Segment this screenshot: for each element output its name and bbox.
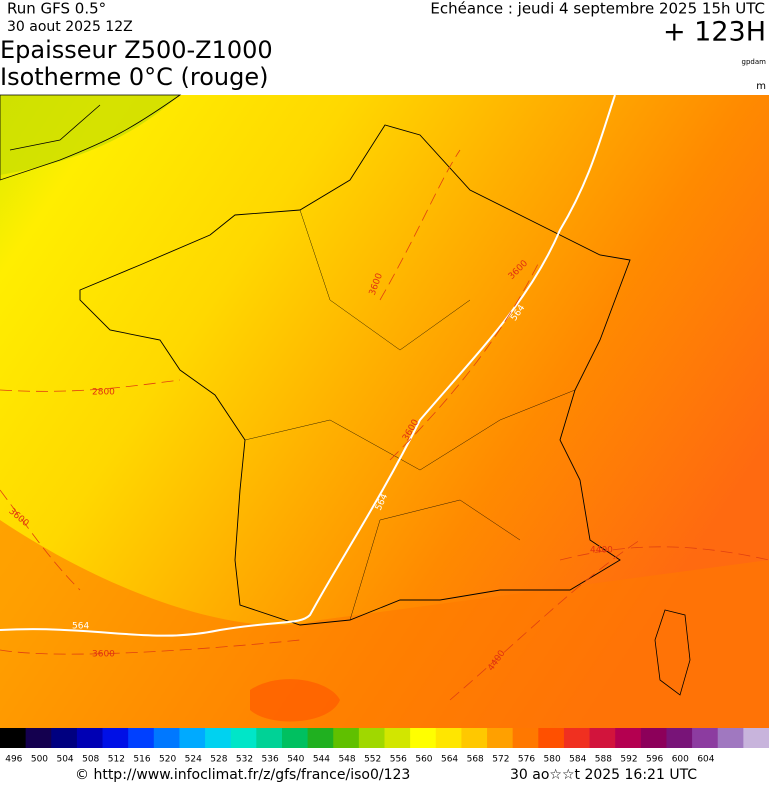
contour-label: 3600 — [92, 650, 115, 660]
colorbar-label: 544 — [313, 755, 330, 765]
colorbar-swatch — [563, 728, 591, 748]
colorbar-swatch — [333, 728, 360, 748]
colorbar-label: 524 — [185, 755, 202, 765]
colorbar: 496 500 504 508 512 516 520 524 528 532 536 540 544 5… — [0, 728, 769, 765]
colorbar-label: 536 — [262, 755, 279, 765]
colorbar-label: 576 — [518, 755, 535, 765]
run-label: Run GFS 0.5° — [7, 0, 106, 18]
colorbar-swatch — [410, 728, 437, 748]
colorbar-swatch — [743, 728, 769, 748]
colorbar-label: 512 — [108, 755, 125, 765]
colorbar-swatch — [51, 728, 78, 748]
colorbar-swatch — [230, 728, 257, 748]
colorbar-label: 588 — [595, 755, 612, 765]
colorbar-label: 516 — [133, 755, 150, 765]
colorbar-label: 568 — [467, 755, 484, 765]
colorbar-swatch — [205, 728, 232, 748]
colorbar-label: 564 — [441, 755, 458, 765]
colorbar-label: 500 — [31, 755, 48, 765]
colorbar-swatch — [589, 728, 616, 748]
colorbar-swatch — [358, 728, 385, 748]
colorbar-swatch — [692, 728, 719, 748]
colorbar-swatch — [256, 728, 283, 748]
colorbar-swatch — [281, 728, 309, 748]
timestamp: 30 ao☆☆t 2025 16:21 UTC — [510, 767, 697, 783]
title-thickness: Epaisseur Z500-Z1000 — [0, 36, 273, 64]
contour-label: 2800 — [92, 388, 115, 398]
colorbar-swatch — [128, 728, 155, 748]
map — [0, 94, 769, 728]
colorbar-label: 596 — [646, 755, 663, 765]
colorbar-label: 548 — [338, 755, 355, 765]
colorbar-swatch — [153, 728, 180, 748]
forecast-time: Echéance : jeudi 4 septembre 2025 15h UT… — [430, 0, 765, 18]
lead-time: + 123H — [663, 17, 766, 48]
colorbar-label: 556 — [390, 755, 407, 765]
unit-m: m — [756, 81, 766, 92]
colorbar-label: 592 — [620, 755, 637, 765]
colorbar-label: 572 — [492, 755, 509, 765]
colorbar-swatch — [102, 728, 129, 748]
colorbar-swatch — [179, 728, 206, 748]
colorbar-swatch — [538, 728, 565, 748]
colorbar-swatch — [25, 728, 52, 748]
title-isotherm: Isotherme 0°C (rouge) — [0, 63, 269, 91]
colorbar-label: 584 — [569, 755, 586, 765]
contour-label: 564 — [72, 622, 89, 632]
colorbar-label: 508 — [82, 755, 99, 765]
contour-label: 4400 — [590, 546, 613, 556]
colorbar-swatch — [487, 728, 514, 748]
colorbar-swatch — [666, 728, 693, 748]
colorbar-label: 520 — [159, 755, 176, 765]
source-url: © http://www.infoclimat.fr/z/gfs/france/… — [75, 767, 410, 783]
colorbar-swatch — [384, 728, 411, 748]
colorbar-label: 560 — [415, 755, 432, 765]
colorbar-label: 580 — [544, 755, 561, 765]
colorbar-swatch — [307, 728, 334, 748]
colorbar-label: 504 — [56, 755, 73, 765]
colorbar-label: 600 — [672, 755, 689, 765]
colorbar-label: 528 — [210, 755, 227, 765]
colorbar-label: 540 — [287, 755, 304, 765]
unit-gpdam: gpdam — [742, 58, 767, 66]
colorbar-swatch — [512, 728, 539, 748]
colorbar-label: 496 — [5, 755, 22, 765]
colorbar-swatch — [461, 728, 488, 748]
colorbar-swatch — [615, 728, 642, 748]
colorbar-swatch — [640, 728, 667, 748]
colorbar-swatch — [435, 728, 462, 748]
colorbar-label: 604 — [697, 755, 714, 765]
colorbar-swatch — [717, 728, 744, 748]
colorbar-swatch — [0, 728, 27, 748]
colorbar-swatch — [76, 728, 104, 748]
colorbar-label: 552 — [364, 755, 381, 765]
run-date: 30 aout 2025 12Z — [7, 19, 133, 35]
colorbar-label: 532 — [236, 755, 253, 765]
